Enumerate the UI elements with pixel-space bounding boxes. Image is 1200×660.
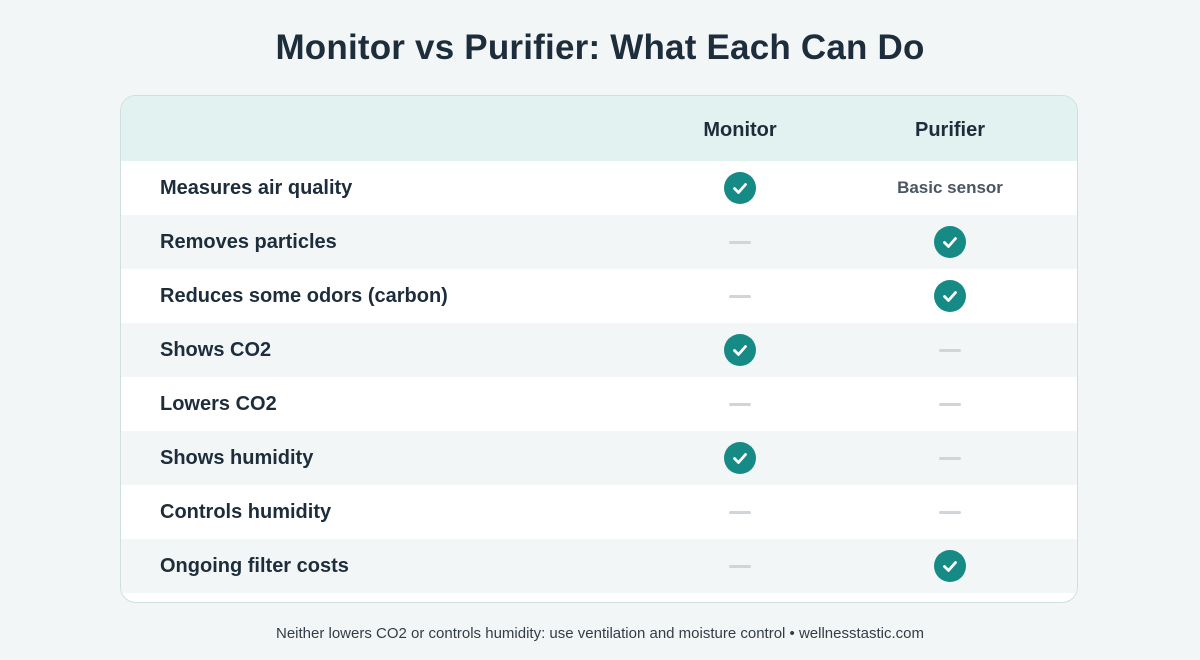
check-icon: [934, 226, 966, 258]
monitor-cell: [640, 161, 840, 215]
table-body: Measures air quality Basic sensor Removes …: [121, 161, 1077, 593]
table-row: Shows CO2: [121, 323, 1077, 377]
dash-icon: [729, 403, 751, 406]
monitor-cell: [640, 485, 840, 539]
table-row: Lowers CO2: [121, 377, 1077, 431]
purifier-cell: Basic sensor: [850, 161, 1050, 215]
monitor-cell: [640, 539, 840, 593]
cell-text: Basic sensor: [897, 178, 1003, 198]
purifier-cell: [850, 485, 1050, 539]
purifier-cell: [850, 377, 1050, 431]
check-icon: [724, 172, 756, 204]
table-row: Controls humidity: [121, 485, 1077, 539]
comparison-table: Monitor Purifier Measures air quality Bas…: [120, 95, 1078, 603]
dash-icon: [939, 511, 961, 514]
monitor-cell: [640, 323, 840, 377]
page-title: Monitor vs Purifier: What Each Can Do: [0, 28, 1200, 68]
purifier-cell: [850, 215, 1050, 269]
row-label: Removes particles: [160, 215, 337, 269]
monitor-cell: [640, 377, 840, 431]
check-icon: [724, 334, 756, 366]
purifier-cell: [850, 269, 1050, 323]
footer-note: Neither lowers CO2 or controls humidity:…: [0, 625, 1200, 642]
table-row: Reduces some odors (carbon): [121, 269, 1077, 323]
dash-icon: [729, 511, 751, 514]
dash-icon: [729, 565, 751, 568]
dash-icon: [939, 349, 961, 352]
check-icon: [724, 442, 756, 474]
dash-icon: [939, 457, 961, 460]
column-header-monitor: Monitor: [640, 96, 840, 161]
row-label: Lowers CO2: [160, 377, 277, 431]
row-label: Reduces some odors (carbon): [160, 269, 448, 323]
monitor-cell: [640, 269, 840, 323]
table-row: Ongoing filter costs: [121, 539, 1077, 593]
table-row: Measures air quality Basic sensor: [121, 161, 1077, 215]
monitor-cell: [640, 215, 840, 269]
table-row: Shows humidity: [121, 431, 1077, 485]
row-label: Controls humidity: [160, 485, 331, 539]
check-icon: [934, 550, 966, 582]
column-header-purifier: Purifier: [850, 96, 1050, 161]
dash-icon: [729, 241, 751, 244]
row-label: Shows humidity: [160, 431, 313, 485]
purifier-cell: [850, 323, 1050, 377]
dash-icon: [939, 403, 961, 406]
purifier-cell: [850, 431, 1050, 485]
table-header: Monitor Purifier: [121, 96, 1077, 161]
purifier-cell: [850, 539, 1050, 593]
row-label: Shows CO2: [160, 323, 271, 377]
row-label: Measures air quality: [160, 161, 352, 215]
monitor-cell: [640, 431, 840, 485]
table-row: Removes particles: [121, 215, 1077, 269]
dash-icon: [729, 295, 751, 298]
row-label: Ongoing filter costs: [160, 539, 349, 593]
check-icon: [934, 280, 966, 312]
